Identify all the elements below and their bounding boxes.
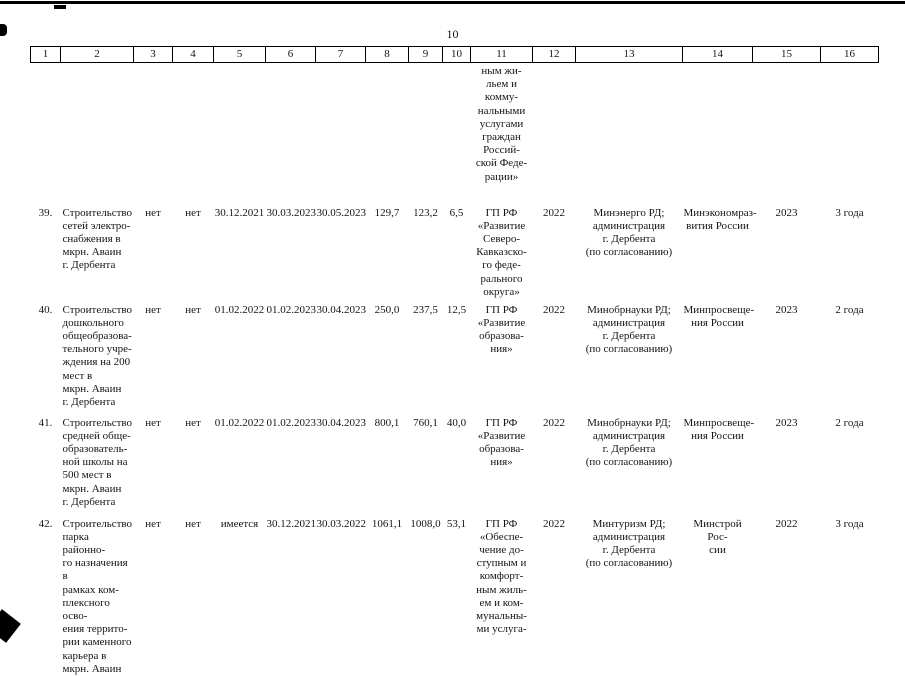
cell-amount-total: 129,7 [374,206,400,219]
cell-amount-reg: 53,1 [446,517,467,530]
cell-col3: нет [145,303,161,316]
cell-date-2: 01.02.2023 [266,416,317,429]
cell-year: 2022 [543,303,565,316]
row-number: 42. [38,517,53,530]
col-header-4: 4 [172,46,214,63]
col-header-5: 5 [213,46,266,63]
cell-program: ГП РФ «Обеспе- чение до- ступным и комфо… [476,517,527,636]
col-header-2: 2 [60,46,134,63]
project-name: Строительство средней обще- образователь… [62,416,133,508]
cell-date-2: 30.03.2022 [316,517,367,530]
projects-table: 1 2 3 4 5 6 7 8 9 10 11 12 13 14 15 16 н… [30,46,879,676]
cell-target-year: 2023 [775,303,798,316]
cell-date-1: 30.12.2021 [266,517,317,530]
column-number-header: 1 2 3 4 5 6 7 8 9 10 11 12 13 14 15 16 [30,46,879,63]
cell-year: 2022 [543,416,565,429]
cell-amount-fed: 237,5 [413,303,438,316]
col-header-11: 11 [470,46,533,63]
cell-program: ГП РФ «Развитие образова- ния» [477,303,526,356]
cell-program: ГП РФ «Развитие образова- ния» [477,416,526,469]
cell-col3: нет [145,517,161,530]
cell-amount-total: 250,0 [374,303,400,316]
cell-amount-reg: 40,0 [446,416,467,429]
carryover-program-text: ным жи- льем и комму- нальными услугами … [475,65,528,183]
cell-amount-fed: 123,2 [413,206,438,219]
empty-cell [31,63,471,205]
cell-target-year: 2023 [775,206,798,219]
carryover-row: ным жи- льем и комму- нальными услугами … [31,63,879,205]
col-header-7: 7 [315,46,366,63]
cell-ministry: Минстрой Рос- сии [693,517,742,556]
cell-amount-reg: 6,5 [449,206,464,219]
cell-responsible: Минтуризм РД; администрация г. Дербента … [585,517,673,570]
col-header-16: 16 [820,46,879,63]
cell-responsible: Минобрнауки РД; администрация г. Дербент… [585,416,673,469]
scan-artifact-top-line [0,1,905,4]
cell-duration: 2 года [835,416,864,429]
cell-amount-total: 800,1 [374,416,400,429]
cell-col4: нет [185,517,201,530]
col-header-8: 8 [365,46,409,63]
project-name: Строительство сетей электро- снабжения в… [62,206,133,272]
project-name: Строительство парка районно- го назначен… [62,517,133,675]
cell-col4: нет [185,303,201,316]
cell-amount-fed: 1008,0 [410,517,441,530]
col-header-9: 9 [408,46,443,63]
row-number: 40. [38,303,53,316]
cell-col4: нет [185,206,201,219]
cell-responsible: Минэнерго РД; администрация г. Дербента … [585,206,673,259]
cell-date-1: 30.12.2021 [214,206,265,219]
cell-target-year: 2023 [775,416,798,429]
cell-col4: нет [185,416,201,429]
scan-artifact-bottom-left [0,609,21,643]
cell-responsible: Минобрнауки РД; администрация г. Дербент… [585,303,673,356]
page-number: 10 [446,27,459,41]
table-row: 41. Строительство средней обще- образова… [31,415,879,516]
row-number: 39. [38,206,53,219]
empty-cell [533,63,879,205]
column-number-row: 1 2 3 4 5 6 7 8 9 10 11 12 13 14 15 16 [30,46,879,63]
cell-year: 2022 [543,517,565,530]
col-header-3: 3 [133,46,173,63]
table-row: 39. Строительство сетей электро- снабжен… [31,205,879,302]
cell-duration: 2 года [835,303,864,316]
cell-availability: имеется [220,517,259,530]
col-header-6: 6 [265,46,316,63]
col-header-12: 12 [532,46,576,63]
cell-col3: нет [145,416,161,429]
cell-duration: 3 года [835,517,864,530]
cell-date-3: 30.05.2023 [316,206,367,219]
cell-duration: 3 года [835,206,864,219]
cell-amount-total: 1061,1 [371,517,403,530]
cell-program: ГП РФ «Развитие Северо- Кавказско- го фе… [476,206,527,298]
cell-ministry: Минпросвеще- ния России [683,416,755,442]
scan-artifact-left-edge [0,24,7,36]
col-header-1: 1 [30,46,61,63]
row-number: 41. [38,416,53,429]
col-header-15: 15 [752,46,821,63]
col-header-10: 10 [442,46,471,63]
cell-year: 2022 [543,206,565,219]
cell-target-year: 2022 [775,517,798,530]
col-header-14: 14 [682,46,753,63]
cell-amount-fed: 760,1 [413,416,438,429]
cell-ministry: Минэкономраз- вития России [683,206,757,232]
cell-col3: нет [145,206,161,219]
cell-date-1: 01.02.2022 [214,416,265,429]
cell-date-1: 01.02.2022 [214,303,265,316]
scan-artifact-top-tick [54,5,66,9]
cell-date-2: 30.03.2023 [266,206,317,219]
table-row: 42. Строительство парка районно- го назн… [31,516,879,676]
cell-amount-reg: 12,5 [446,303,467,316]
col-header-13: 13 [575,46,683,63]
cell-date-3: 30.04.2023 [316,303,367,316]
cell-ministry: Минпросвеще- ния России [683,303,755,329]
project-name: Строительство дошкольного общеобразова- … [62,303,133,408]
table-row: 40. Строительство дошкольного общеобразо… [31,302,879,415]
cell-date-2: 01.02.2023 [266,303,317,316]
cell-date-3: 30.04.2023 [316,416,367,429]
